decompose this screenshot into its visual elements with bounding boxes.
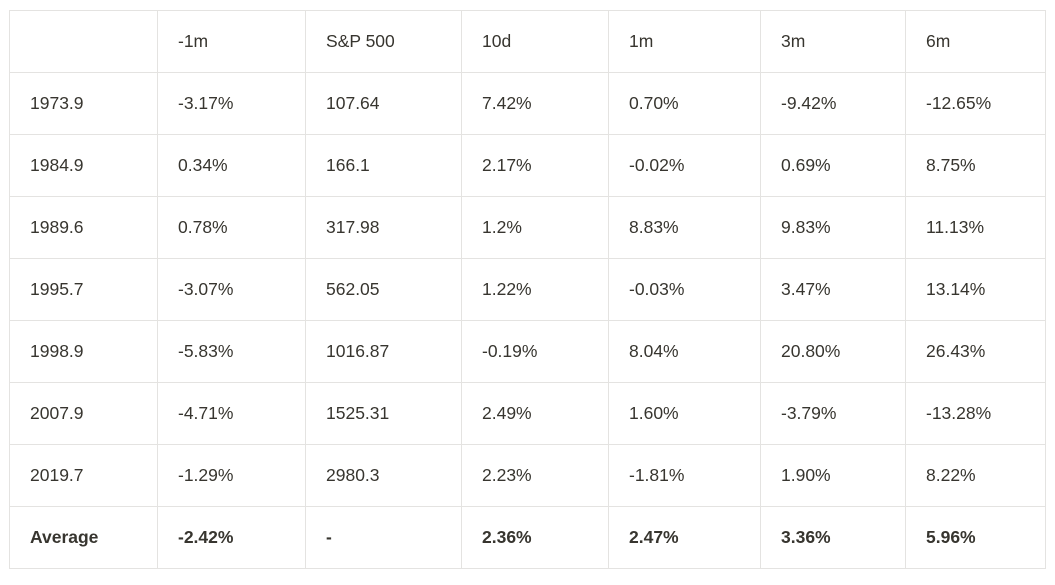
header-row: -1m S&P 500 10d 1m 3m 6m bbox=[9, 10, 1046, 73]
average-row: Average -2.42% - 2.36% 2.47% 3.36% 5.96% bbox=[9, 506, 1046, 569]
table-cell: -3.17% bbox=[157, 72, 306, 135]
table-cell: 2.17% bbox=[461, 134, 609, 197]
column-header-blank bbox=[9, 10, 158, 73]
row-label-average: Average bbox=[9, 506, 158, 569]
table-cell: 0.78% bbox=[157, 196, 306, 259]
table-cell: 2.23% bbox=[461, 444, 609, 507]
table-cell: 8.75% bbox=[905, 134, 1046, 197]
row-label: 2007.9 bbox=[9, 382, 158, 445]
table-cell: 3.47% bbox=[760, 258, 906, 321]
table-cell: 2980.3 bbox=[305, 444, 462, 507]
row-label: 1973.9 bbox=[9, 72, 158, 135]
table-cell: 7.42% bbox=[461, 72, 609, 135]
table-row: 2019.7 -1.29% 2980.3 2.23% -1.81% 1.90% … bbox=[9, 444, 1046, 507]
table-cell: 11.13% bbox=[905, 196, 1046, 259]
table-row: 1995.7 -3.07% 562.05 1.22% -0.03% 3.47% … bbox=[9, 258, 1046, 321]
table-cell: 8.22% bbox=[905, 444, 1046, 507]
row-label: 1998.9 bbox=[9, 320, 158, 383]
table-cell: 166.1 bbox=[305, 134, 462, 197]
sp500-returns-table: -1m S&P 500 10d 1m 3m 6m 1973.9 -3.17% 1… bbox=[9, 10, 1046, 569]
table-cell: -3.79% bbox=[760, 382, 906, 445]
row-label: 2019.7 bbox=[9, 444, 158, 507]
column-header-minus1m: -1m bbox=[157, 10, 306, 73]
row-label: 1989.6 bbox=[9, 196, 158, 259]
table-cell: 9.83% bbox=[760, 196, 906, 259]
table-cell: -5.83% bbox=[157, 320, 306, 383]
table-cell: 0.34% bbox=[157, 134, 306, 197]
table-cell: 1.22% bbox=[461, 258, 609, 321]
table-row: 1998.9 -5.83% 1016.87 -0.19% 8.04% 20.80… bbox=[9, 320, 1046, 383]
table-cell: 317.98 bbox=[305, 196, 462, 259]
column-header-sp500: S&P 500 bbox=[305, 10, 462, 73]
table-cell: 1525.31 bbox=[305, 382, 462, 445]
column-header-10d: 10d bbox=[461, 10, 609, 73]
table-cell: 8.04% bbox=[608, 320, 761, 383]
table-cell: 8.83% bbox=[608, 196, 761, 259]
table-cell: 3.36% bbox=[760, 506, 906, 569]
column-header-6m: 6m bbox=[905, 10, 1046, 73]
row-label: 1995.7 bbox=[9, 258, 158, 321]
column-header-3m: 3m bbox=[760, 10, 906, 73]
table-cell: -13.28% bbox=[905, 382, 1046, 445]
table-row: 1989.6 0.78% 317.98 1.2% 8.83% 9.83% 11.… bbox=[9, 196, 1046, 259]
table-cell: 1.90% bbox=[760, 444, 906, 507]
table-cell: -12.65% bbox=[905, 72, 1046, 135]
table-cell: - bbox=[305, 506, 462, 569]
table-cell: 1.2% bbox=[461, 196, 609, 259]
row-label: 1984.9 bbox=[9, 134, 158, 197]
table-cell: -0.03% bbox=[608, 258, 761, 321]
table-cell: -0.02% bbox=[608, 134, 761, 197]
table-cell: 107.64 bbox=[305, 72, 462, 135]
table-cell: -0.19% bbox=[461, 320, 609, 383]
table-cell: 2.49% bbox=[461, 382, 609, 445]
table-row: 2007.9 -4.71% 1525.31 2.49% 1.60% -3.79%… bbox=[9, 382, 1046, 445]
column-header-1m: 1m bbox=[608, 10, 761, 73]
table-cell: 5.96% bbox=[905, 506, 1046, 569]
table-cell: 1.60% bbox=[608, 382, 761, 445]
table-cell: 0.69% bbox=[760, 134, 906, 197]
table-cell: 2.47% bbox=[608, 506, 761, 569]
table-cell: -2.42% bbox=[157, 506, 306, 569]
table-cell: 1016.87 bbox=[305, 320, 462, 383]
table-cell: -3.07% bbox=[157, 258, 306, 321]
table-cell: -4.71% bbox=[157, 382, 306, 445]
table-cell: -1.29% bbox=[157, 444, 306, 507]
table-cell: 26.43% bbox=[905, 320, 1046, 383]
table-cell: 2.36% bbox=[461, 506, 609, 569]
table-cell: 20.80% bbox=[760, 320, 906, 383]
table-cell: 0.70% bbox=[608, 72, 761, 135]
table-cell: 13.14% bbox=[905, 258, 1046, 321]
table-row: 1973.9 -3.17% 107.64 7.42% 0.70% -9.42% … bbox=[9, 72, 1046, 135]
table-cell: 562.05 bbox=[305, 258, 462, 321]
table-cell: -1.81% bbox=[608, 444, 761, 507]
table-row: 1984.9 0.34% 166.1 2.17% -0.02% 0.69% 8.… bbox=[9, 134, 1046, 197]
table-cell: -9.42% bbox=[760, 72, 906, 135]
